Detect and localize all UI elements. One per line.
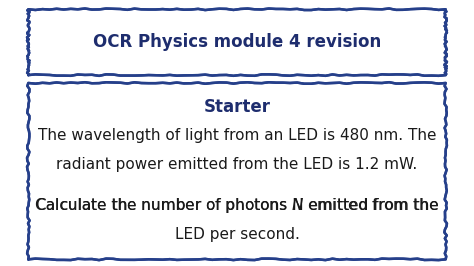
Text: Calculate the number of photons N emitted from the: Calculate the number of photons N emitte… <box>35 198 439 213</box>
Text: OCR Physics module 4 revision: OCR Physics module 4 revision <box>93 33 381 51</box>
Text: Starter: Starter <box>203 98 271 116</box>
Text: Calculate the number of photons $\it{N}$ emitted from the: Calculate the number of photons $\it{N}$… <box>35 196 439 215</box>
Polygon shape <box>27 82 447 260</box>
Text: LED per second.: LED per second. <box>174 227 300 242</box>
Text: radiant power emitted from the LED is 1.2 mW.: radiant power emitted from the LED is 1.… <box>56 157 418 172</box>
Text: The wavelength of light from an LED is 480 nm. The: The wavelength of light from an LED is 4… <box>38 128 436 143</box>
Polygon shape <box>27 9 447 76</box>
